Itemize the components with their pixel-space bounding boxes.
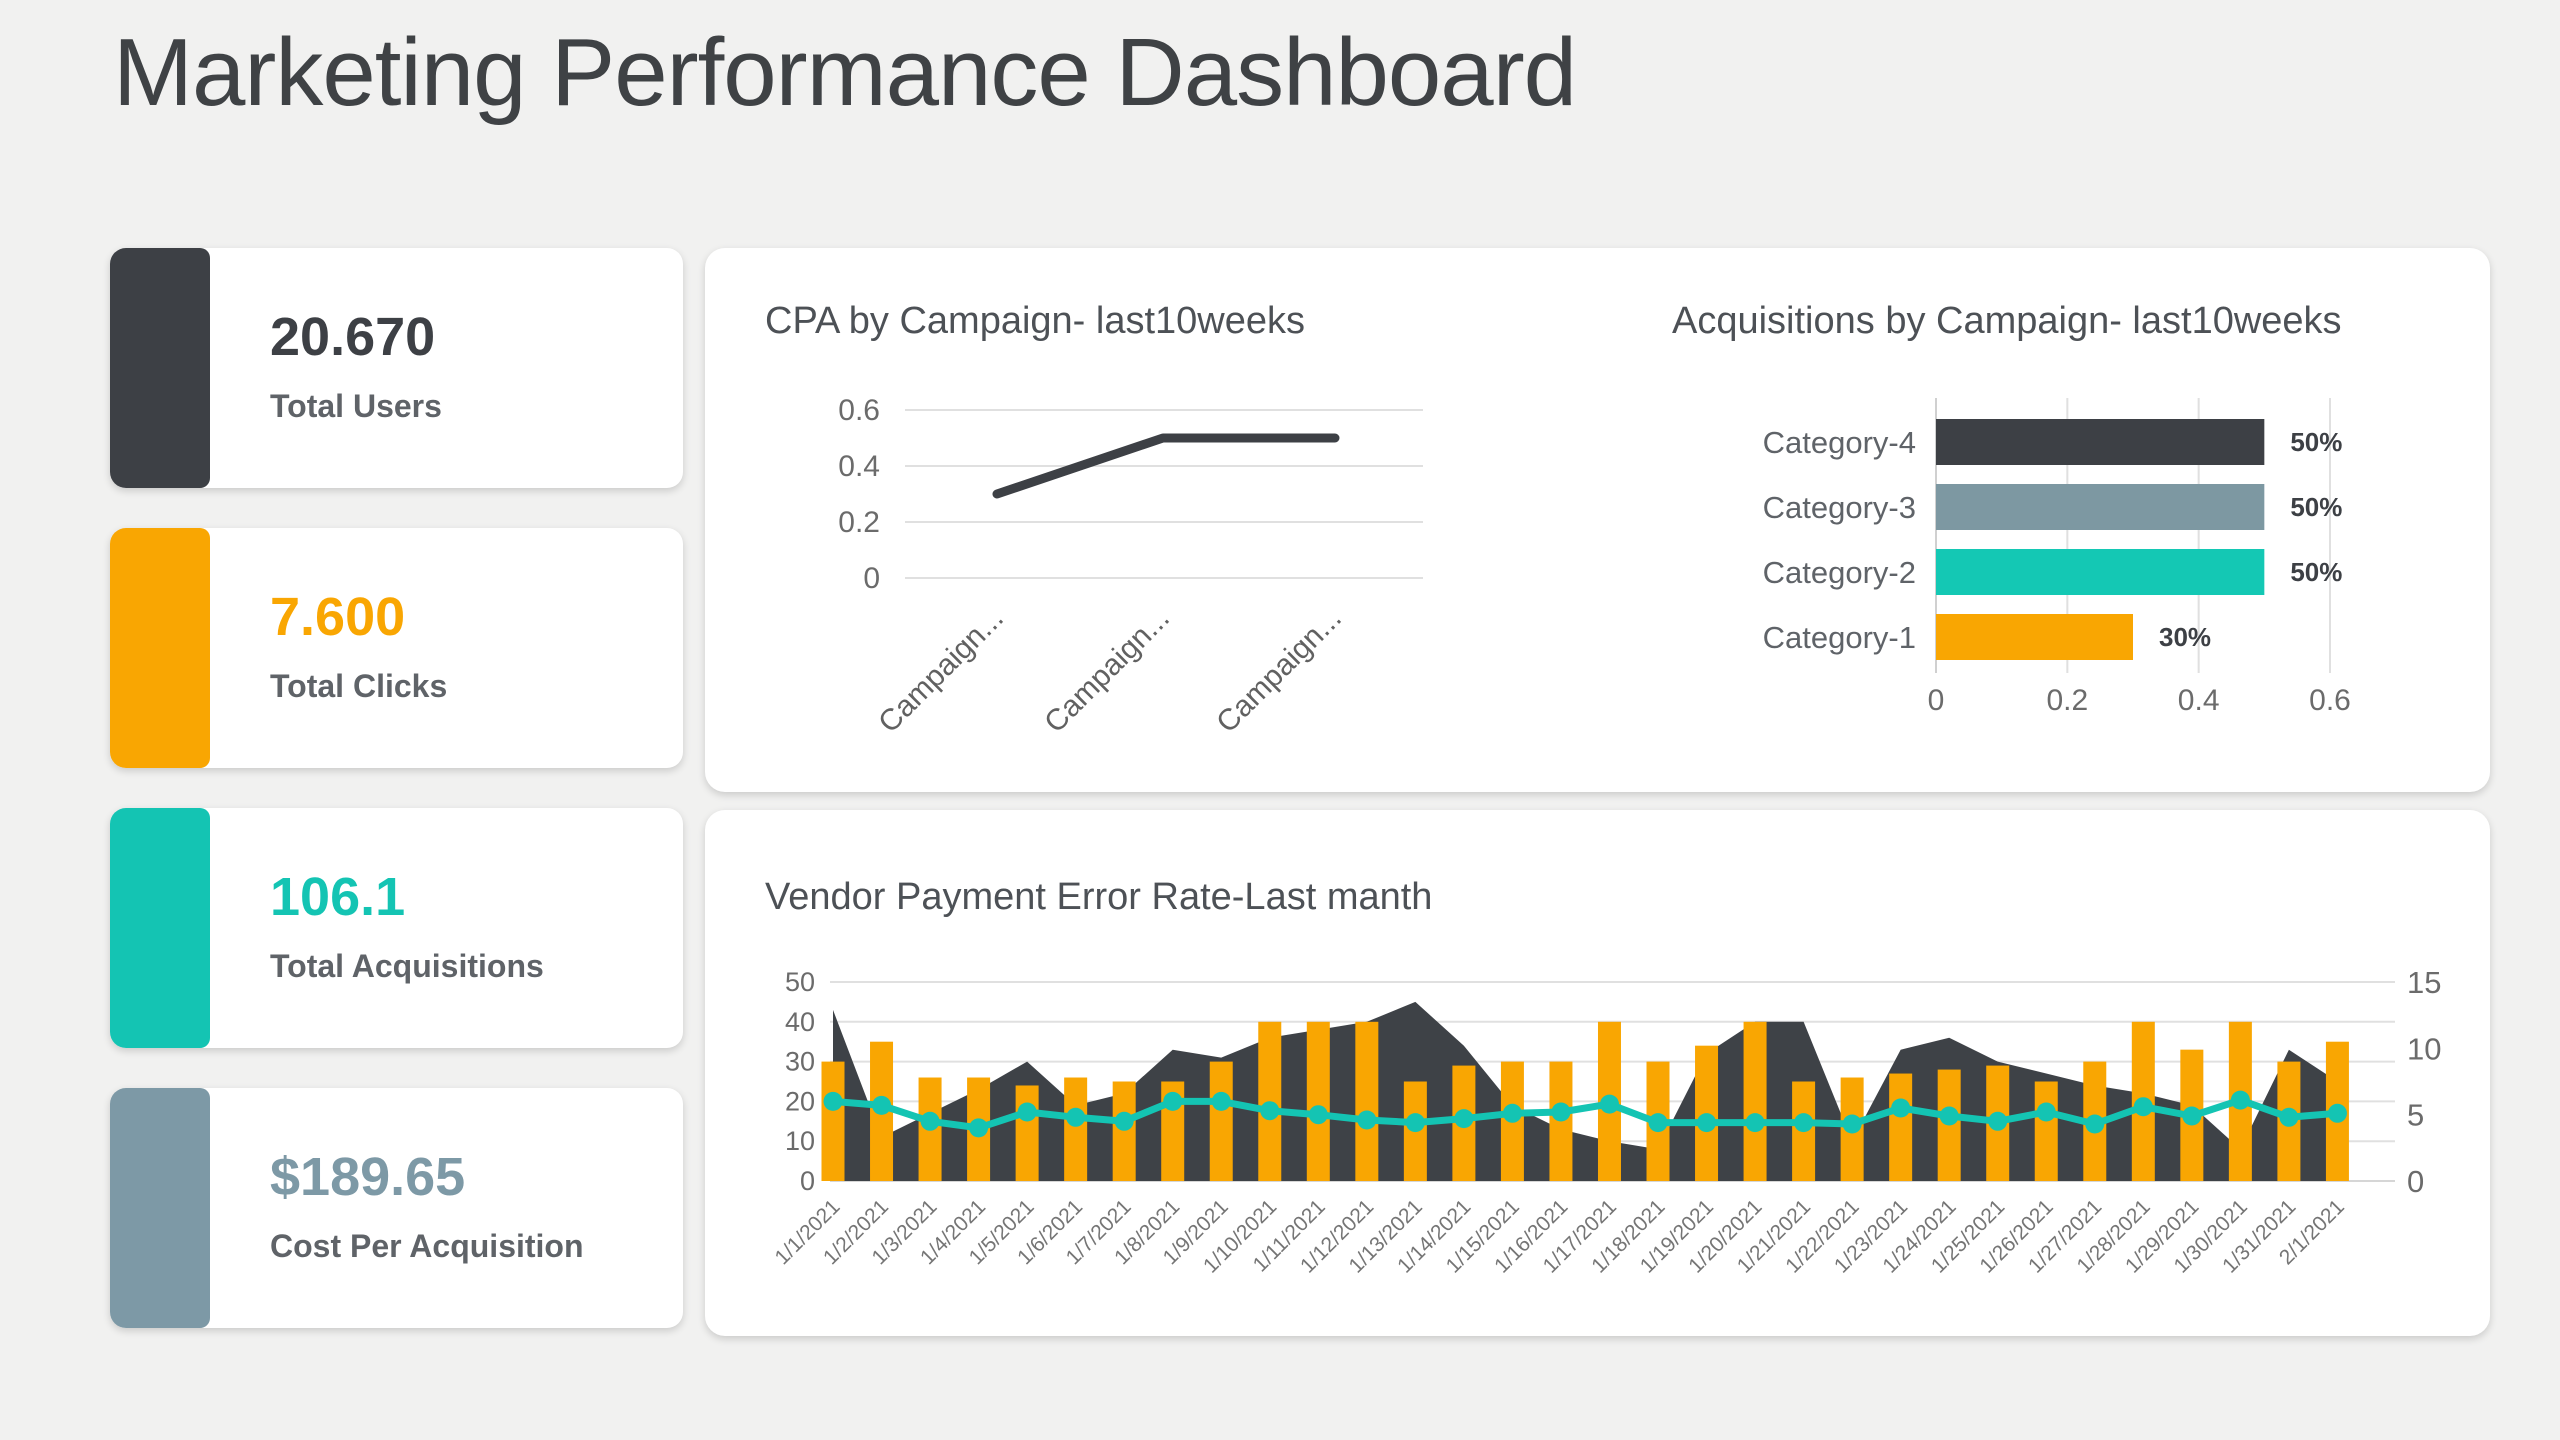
svg-text:30%: 30% (2159, 622, 2211, 652)
svg-text:5: 5 (2407, 1098, 2424, 1133)
svg-text:50%: 50% (2290, 492, 2342, 522)
svg-text:15: 15 (2407, 965, 2441, 1000)
kpi-accent-bar (110, 528, 210, 768)
svg-text:Category-1: Category-1 (1763, 620, 1916, 655)
svg-text:0.6: 0.6 (838, 394, 880, 427)
svg-text:0: 0 (2407, 1164, 2424, 1199)
cpa-line-series (992, 433, 1340, 499)
kpi-value: $189.65 (270, 1147, 466, 1207)
acq-bar (1936, 419, 2265, 465)
vendor-right-axis-labels: 0 5 10 15 (2407, 965, 2441, 1199)
vendor-date-labels: 1/1/20211/2/20211/3/20211/4/20211/5/2021… (770, 1195, 2348, 1277)
svg-text:Category-4: Category-4 (1763, 425, 1916, 460)
svg-text:Campaign...: Campaign... (872, 602, 1010, 740)
acquisitions-chart-title: Acquisitions by Campaign- last10weeks (1672, 300, 2342, 342)
acq-category-labels: Category-4 Category-3 Category-2 Category-1 (1763, 425, 1916, 655)
svg-text:Campaign...: Campaign... (1210, 602, 1348, 740)
acq-bar (1936, 614, 2133, 660)
top-charts-panel: CPA by Campaign- last10weeks Acquisition… (705, 248, 2490, 792)
svg-text:0: 0 (800, 1166, 815, 1196)
vendor-chart-title: Vendor Payment Error Rate-Last manth (765, 876, 1433, 918)
acq-x-axis-labels: 0 0.2 0.4 0.6 (1928, 684, 2351, 717)
svg-text:0.4: 0.4 (838, 450, 880, 483)
kpi-value: 7.600 (270, 587, 406, 647)
svg-text:0.2: 0.2 (838, 506, 880, 539)
vendor-bar (1209, 1061, 1233, 1181)
acq-bar (1936, 484, 2265, 530)
kpi-card-cost-per-acquisition: $189.65 Cost Per Acquisition (110, 1088, 683, 1328)
svg-text:Category-2: Category-2 (1763, 555, 1916, 590)
vendor-combo-chart-group: 0 10 20 30 40 50 0 5 10 15 1/1/20211/2/20211/3/202… (770, 965, 2441, 1278)
kpi-label: Total Acquisitions (270, 948, 544, 984)
svg-text:50%: 50% (2290, 427, 2342, 457)
cpa-chart-title: CPA by Campaign- last10weeks (765, 300, 1305, 342)
vendor-area-series (833, 1001, 2338, 1181)
kpi-label: Total Users (270, 388, 442, 424)
svg-text:Category-3: Category-3 (1763, 490, 1916, 525)
kpi-accent-bar (110, 1088, 210, 1328)
vendor-bar (1889, 1073, 1913, 1181)
vendor-bar (2034, 1081, 2058, 1181)
svg-text:0.2: 0.2 (2046, 684, 2088, 717)
cpa-y-axis-labels: 0 0.2 0.4 0.6 (838, 394, 880, 595)
vendor-bar (1306, 1021, 1330, 1181)
vendor-combo-chart: 0 10 20 30 40 50 0 5 10 15 1/1/20211/2/20211/3/202… (770, 965, 2441, 1278)
svg-text:10: 10 (785, 1126, 815, 1156)
cpa-gridlines (905, 409, 1423, 579)
kpi-value: 106.1 (270, 867, 406, 927)
svg-text:0.4: 0.4 (2178, 684, 2220, 717)
vendor-bar (821, 1061, 845, 1181)
kpi-value: 20.670 (270, 307, 436, 367)
svg-text:50%: 50% (2290, 557, 2342, 587)
cpa-x-axis-labels: Campaign... Campaign... Campaign... (872, 602, 1348, 740)
vendor-line-markers (823, 1090, 2347, 1138)
page-title: Marketing Performance Dashboard (113, 19, 1577, 126)
svg-text:50: 50 (785, 967, 815, 997)
svg-text:10: 10 (2407, 1031, 2441, 1066)
svg-text:0: 0 (863, 562, 880, 595)
vendor-bar (1112, 1081, 1136, 1181)
vendor-left-axis-labels: 0 10 20 30 40 50 (785, 967, 815, 1196)
kpi-card-total-acquisitions: 106.1 Total Acquisitions (110, 808, 683, 1048)
acq-bar (1936, 549, 2265, 595)
vendor-bar (1355, 1021, 1379, 1181)
svg-text:20: 20 (785, 1086, 815, 1116)
kpi-card-total-clicks: 7.600 Total Clicks (110, 528, 683, 768)
svg-text:Campaign...: Campaign... (1038, 602, 1176, 740)
kpi-card-total-users: 20.670 Total Users (110, 248, 683, 488)
vendor-chart-panel: Vendor Payment Error Rate-Last manth 0 10… (705, 810, 2490, 1336)
kpi-accent-bar (110, 808, 210, 1048)
svg-text:30: 30 (785, 1047, 815, 1077)
svg-text:0.6: 0.6 (2309, 684, 2351, 717)
svg-text:40: 40 (785, 1007, 815, 1037)
kpi-label: Total Clicks (270, 668, 448, 704)
vendor-bar (1015, 1085, 1039, 1181)
svg-text:0: 0 (1928, 684, 1945, 717)
vendor-bar (1743, 1021, 1767, 1181)
acq-bars (1936, 419, 2265, 660)
kpi-label: Cost Per Acquisition (270, 1228, 584, 1264)
vendor-bar (1064, 1077, 1088, 1181)
acq-value-labels: 50% 50% 50% 30% (2159, 427, 2342, 652)
kpi-accent-bar (110, 248, 210, 488)
acquisitions-bar-chart: 0 0.2 0.4 0.6 Category-4 Category-3 Category-2… (1763, 398, 2351, 717)
